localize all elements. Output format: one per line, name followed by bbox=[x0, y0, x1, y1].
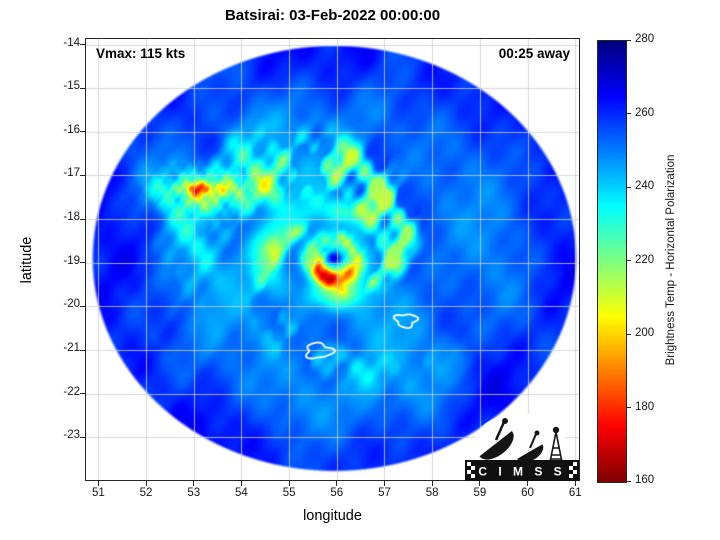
colorbar-tick-mark bbox=[627, 480, 631, 482]
x-tick-label: 60 bbox=[521, 487, 534, 499]
y-tick-label: -21 bbox=[63, 342, 80, 355]
logo-banner bbox=[465, 460, 579, 481]
x-tick-mark bbox=[193, 481, 195, 486]
x-tick-label: 52 bbox=[139, 487, 153, 499]
vmax-annotation: Vmax: 115 kts bbox=[96, 46, 186, 61]
y-axis-label: latitude bbox=[19, 236, 35, 284]
y-tick-mark bbox=[80, 174, 85, 176]
cimss-logo-text: C I M S S bbox=[478, 465, 565, 479]
colorbar-tick-label: 180 bbox=[635, 400, 655, 413]
colorbar-tick-label: 200 bbox=[635, 327, 655, 339]
x-tick-label: 55 bbox=[282, 487, 296, 499]
y-tick-label: -17 bbox=[63, 167, 80, 180]
x-tick-mark bbox=[383, 481, 385, 486]
x-tick-label: 58 bbox=[425, 487, 439, 499]
x-tick-label: 54 bbox=[235, 487, 248, 499]
colorbar-tick-label: 260 bbox=[635, 106, 655, 119]
x-tick-mark bbox=[574, 481, 576, 486]
colorbar-tick-label: 280 bbox=[635, 33, 655, 45]
x-tick-mark bbox=[288, 481, 290, 486]
x-tick-mark bbox=[240, 481, 242, 486]
y-tick-mark bbox=[80, 87, 85, 89]
x-tick-mark bbox=[97, 481, 99, 486]
x-tick-mark bbox=[479, 481, 481, 486]
x-axis-label: longitude bbox=[303, 508, 362, 524]
y-tick-label: -22 bbox=[63, 385, 80, 398]
y-tick-mark bbox=[80, 393, 85, 395]
x-tick-mark bbox=[527, 481, 529, 486]
radio-tower-icon bbox=[549, 426, 563, 463]
y-tick-mark bbox=[80, 44, 85, 46]
colorbar-tick-mark bbox=[627, 260, 631, 261]
y-tick-label: -15 bbox=[63, 80, 80, 93]
y-tick-label: -18 bbox=[63, 211, 80, 224]
colorbar-label: Brightness Temp - Horizontal Polarizatio… bbox=[665, 154, 677, 366]
colorbar-tick-mark bbox=[627, 113, 631, 114]
colorbar-tick-label: 160 bbox=[635, 474, 655, 486]
y-tick-mark bbox=[80, 218, 85, 220]
colorbar-tick-mark bbox=[627, 407, 631, 408]
x-tick-label: 57 bbox=[378, 487, 391, 499]
x-tick-label: 61 bbox=[568, 487, 582, 499]
colorbar-tick-mark bbox=[627, 39, 631, 41]
y-tick-label: -19 bbox=[63, 254, 80, 267]
x-tick-label: 53 bbox=[187, 487, 201, 499]
y-tick-label: -23 bbox=[63, 429, 80, 442]
x-tick-mark bbox=[431, 481, 433, 486]
brightness-temp-heatmap bbox=[85, 38, 580, 481]
satellite-dish-icon bbox=[479, 418, 544, 463]
x-tick-mark bbox=[145, 481, 147, 486]
x-tick-label: 56 bbox=[330, 487, 344, 499]
logo-background-disc bbox=[474, 413, 566, 475]
y-tick-label: -20 bbox=[63, 298, 80, 311]
logo-checker bbox=[467, 462, 577, 478]
colorbar-tick-mark bbox=[627, 186, 631, 188]
colorbar-tick-mark bbox=[627, 333, 631, 335]
colorbar-tick-label: 220 bbox=[635, 253, 655, 266]
cimss-logo: C I M S S bbox=[465, 413, 579, 481]
colorbar-tick-label: 240 bbox=[635, 180, 655, 192]
y-tick-mark bbox=[80, 349, 85, 351]
x-tick-label: 59 bbox=[473, 487, 487, 499]
y-tick-label: -16 bbox=[63, 123, 80, 136]
y-tick-mark bbox=[80, 262, 85, 264]
x-tick-mark bbox=[336, 481, 338, 486]
y-tick-mark bbox=[80, 305, 85, 307]
time-away-annotation: 00:25 away bbox=[498, 46, 570, 61]
y-tick-label: -14 bbox=[63, 36, 80, 49]
y-tick-mark bbox=[80, 436, 85, 438]
x-tick-label: 51 bbox=[91, 487, 105, 499]
figure-title: Batsirai: 03-Feb-2022 00:00:00 bbox=[224, 7, 441, 24]
y-tick-mark bbox=[80, 131, 85, 133]
colorbar bbox=[597, 40, 627, 483]
